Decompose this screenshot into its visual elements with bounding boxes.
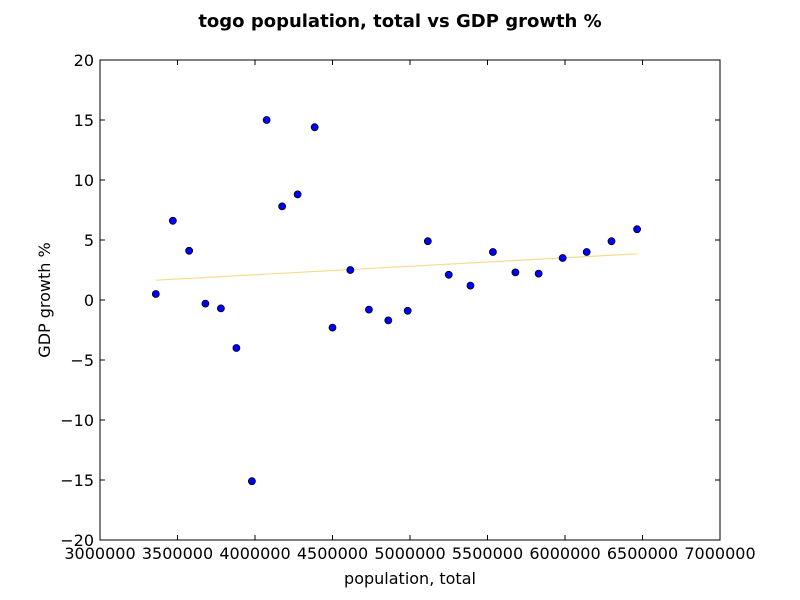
y-tick-label: −20 <box>60 531 94 550</box>
x-tick-label: 6500000 <box>607 544 678 563</box>
data-point <box>365 305 373 314</box>
data-point <box>278 202 287 211</box>
data-point <box>201 299 210 308</box>
data-point <box>262 116 271 124</box>
x-tick-label: 6000000 <box>529 544 600 563</box>
x-tick-label: 4500000 <box>297 544 368 563</box>
plot-frame <box>99 59 721 541</box>
chart-title: togo population, total vs GDP growth % <box>198 11 601 32</box>
x-tick-label: 5500000 <box>452 544 523 563</box>
y-tick-label: −15 <box>60 471 94 490</box>
trend-line <box>155 253 638 281</box>
data-point <box>151 290 160 298</box>
data-point <box>444 270 453 279</box>
data-point <box>310 123 319 132</box>
x-tick-label: 3500000 <box>142 544 213 563</box>
y-tick-label: 10 <box>74 171 94 190</box>
data-point <box>534 269 543 278</box>
y-tick-label: −5 <box>70 351 94 370</box>
y-tick-label: −10 <box>60 411 94 430</box>
data-point <box>633 225 641 234</box>
data-point <box>607 237 616 246</box>
data-point <box>185 246 194 255</box>
data-point <box>216 304 225 313</box>
data-point <box>247 477 256 486</box>
data-point <box>384 316 393 325</box>
plot-area: 3000000 3500000 4000000 4500000 5000000 55000… <box>60 51 755 563</box>
data-point <box>328 323 337 332</box>
data-point <box>558 254 567 262</box>
y-axis-label: GDP growth % <box>35 242 54 357</box>
y-tick-label: 0 <box>84 291 94 310</box>
y-tick-label: 20 <box>74 51 94 70</box>
x-axis-label: population, total <box>344 569 476 588</box>
data-point <box>489 248 497 256</box>
data-point <box>511 268 520 277</box>
y-tick-label: 5 <box>84 231 94 250</box>
x-tick-label: 3000000 <box>64 544 135 563</box>
data-point <box>168 216 177 225</box>
x-tick-label: 5000000 <box>374 544 445 563</box>
data-point <box>346 266 355 274</box>
data-point <box>466 281 475 290</box>
y-tick-label: 15 <box>74 111 94 130</box>
x-tick-label: 4000000 <box>219 544 290 563</box>
x-tick-label: 7000000 <box>684 544 755 563</box>
data-point <box>293 190 302 199</box>
data-point <box>232 344 241 352</box>
data-point <box>423 237 432 246</box>
data-point <box>403 306 412 315</box>
data-point <box>582 248 591 256</box>
